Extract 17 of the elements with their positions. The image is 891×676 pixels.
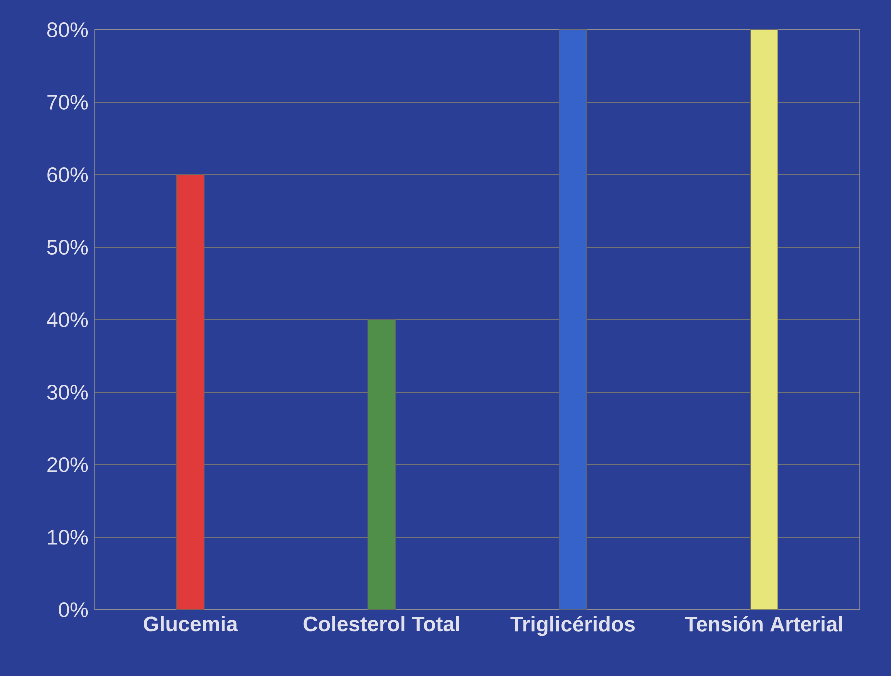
- y-tick-label: 20%: [48, 458, 88, 472]
- bar: [750, 30, 778, 610]
- y-tick-label: 70%: [48, 95, 88, 110]
- y-tick-label: 30%: [47, 385, 88, 400]
- x-tick-label: Tensión Arterial: [685, 616, 842, 632]
- y-tick-label: 50%: [47, 240, 88, 255]
- y-tick-label: 40%: [47, 312, 88, 328]
- x-tick-label: Colesterol Total: [304, 616, 460, 632]
- y-tick-label: 60%: [48, 168, 88, 182]
- bar: [176, 174, 205, 610]
- y-tick-label: 10%: [48, 530, 88, 545]
- y-tick-label: 0%: [59, 602, 88, 618]
- bar: [559, 30, 588, 610]
- bar: [368, 320, 396, 610]
- x-tick-label: Glucemia: [144, 616, 238, 632]
- y-tick-label: 80%: [48, 22, 88, 38]
- x-tick-label: Triglicéridos: [510, 616, 635, 636]
